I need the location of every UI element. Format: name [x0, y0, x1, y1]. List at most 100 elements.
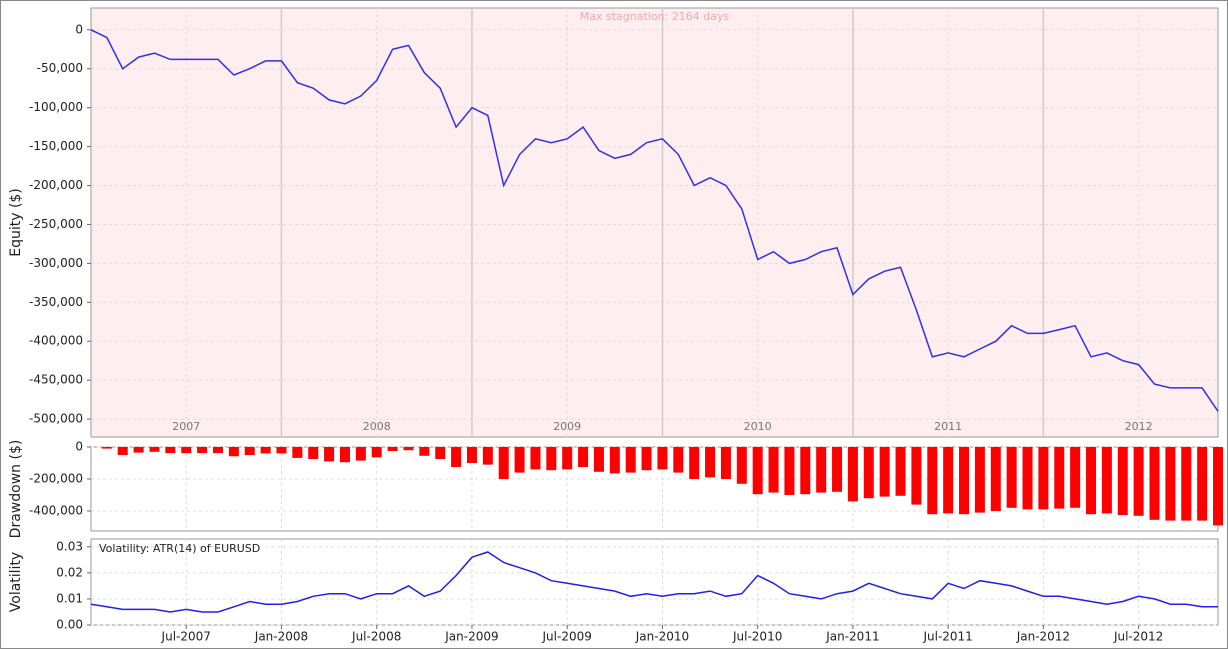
bar	[197, 447, 208, 454]
bar	[1038, 447, 1049, 510]
bar	[736, 447, 747, 484]
y-axis-label: Drawdown ($)	[8, 440, 24, 539]
x-tick-label: Jan-2008	[254, 630, 308, 644]
bar	[911, 447, 922, 505]
bar	[435, 447, 446, 459]
bar	[1181, 447, 1192, 521]
bar	[1086, 447, 1097, 515]
bar	[1197, 447, 1208, 521]
bar	[705, 447, 716, 478]
line	[90, 551, 1218, 613]
bar	[403, 447, 414, 451]
bar	[514, 447, 525, 473]
bar	[181, 447, 192, 454]
x-tick-label: Jul-2012	[1113, 630, 1163, 644]
y-tick-label: 0.01	[56, 591, 83, 605]
y-tick-label: -300,000	[29, 256, 83, 270]
plot-area	[90, 446, 1219, 532]
bar	[1022, 447, 1033, 510]
bar	[498, 447, 509, 479]
y-tick-label: -500,000	[29, 412, 83, 426]
bar	[657, 447, 668, 470]
bar	[451, 447, 462, 467]
bar	[212, 447, 223, 454]
year-label: 2010	[744, 420, 772, 433]
bar	[1101, 447, 1112, 514]
bar	[133, 447, 144, 453]
bar	[816, 447, 827, 493]
plot-area	[90, 7, 1219, 438]
y-tick-label: 0.03	[56, 539, 83, 553]
bar	[974, 447, 985, 513]
bar	[165, 447, 176, 454]
bar	[530, 447, 541, 470]
bar	[768, 447, 779, 493]
x-tick-label: Jul-2010	[732, 630, 782, 644]
bar	[546, 447, 557, 471]
bar	[339, 447, 350, 463]
bar	[943, 447, 954, 514]
x-tick-label: Jul-2009	[542, 630, 592, 644]
bar	[482, 447, 493, 465]
y-tick-label: -200,000	[29, 472, 83, 486]
bar	[641, 447, 652, 471]
bar	[324, 447, 335, 462]
bar	[593, 447, 604, 472]
bar	[562, 447, 573, 470]
bar	[927, 447, 938, 515]
year-label: 2009	[553, 420, 581, 433]
x-tick-label: Jul-2011	[922, 630, 972, 644]
legend-label: Volatility: ATR(14) of EURUSD	[99, 542, 260, 555]
bar	[1213, 447, 1223, 526]
bar	[1070, 447, 1081, 508]
plot-area	[90, 538, 1219, 626]
y-tick-label: 0	[75, 22, 83, 36]
bar	[895, 447, 906, 496]
bar	[371, 447, 382, 458]
bar	[260, 447, 271, 454]
x-tick-label: Jan-2012	[1016, 630, 1070, 644]
x-tick-label: Jan-2011	[825, 630, 879, 644]
y-tick-label: -250,000	[29, 217, 83, 231]
bar	[832, 447, 843, 492]
bar	[149, 447, 160, 452]
y-tick-label: -400,000	[29, 504, 83, 518]
bar	[625, 447, 636, 473]
y-tick-label: -50,000	[37, 61, 83, 75]
y-tick-label: 0	[75, 440, 83, 454]
bar	[276, 447, 287, 454]
bar	[863, 447, 874, 499]
bar	[419, 447, 430, 456]
bar	[387, 447, 398, 451]
bar	[959, 447, 970, 515]
bar	[101, 447, 112, 449]
year-label: 2012	[1125, 420, 1153, 433]
bar	[1149, 447, 1160, 520]
bar	[244, 447, 255, 455]
bar	[117, 447, 128, 455]
x-tick-label: Jan-2010	[635, 630, 689, 644]
y-tick-label: -100,000	[29, 100, 83, 114]
x-tick-label: Jan-2009	[444, 630, 498, 644]
bar	[466, 447, 477, 463]
bar	[720, 447, 731, 479]
y-tick-label: -200,000	[29, 178, 83, 192]
bar	[800, 447, 811, 495]
year-label: 2008	[363, 420, 391, 433]
y-tick-label: -150,000	[29, 139, 83, 153]
bar	[673, 447, 684, 473]
bar	[784, 447, 795, 495]
bar	[1165, 447, 1176, 521]
bar	[1117, 447, 1128, 515]
bar	[990, 447, 1001, 511]
bar	[292, 447, 303, 458]
bar	[609, 447, 620, 474]
bar	[355, 447, 366, 461]
bar	[308, 447, 319, 459]
bar	[1133, 447, 1144, 516]
bar	[847, 447, 858, 502]
annotation: Max stagnation: 2164 days	[580, 10, 730, 23]
y-tick-label: 0.00	[56, 618, 83, 632]
